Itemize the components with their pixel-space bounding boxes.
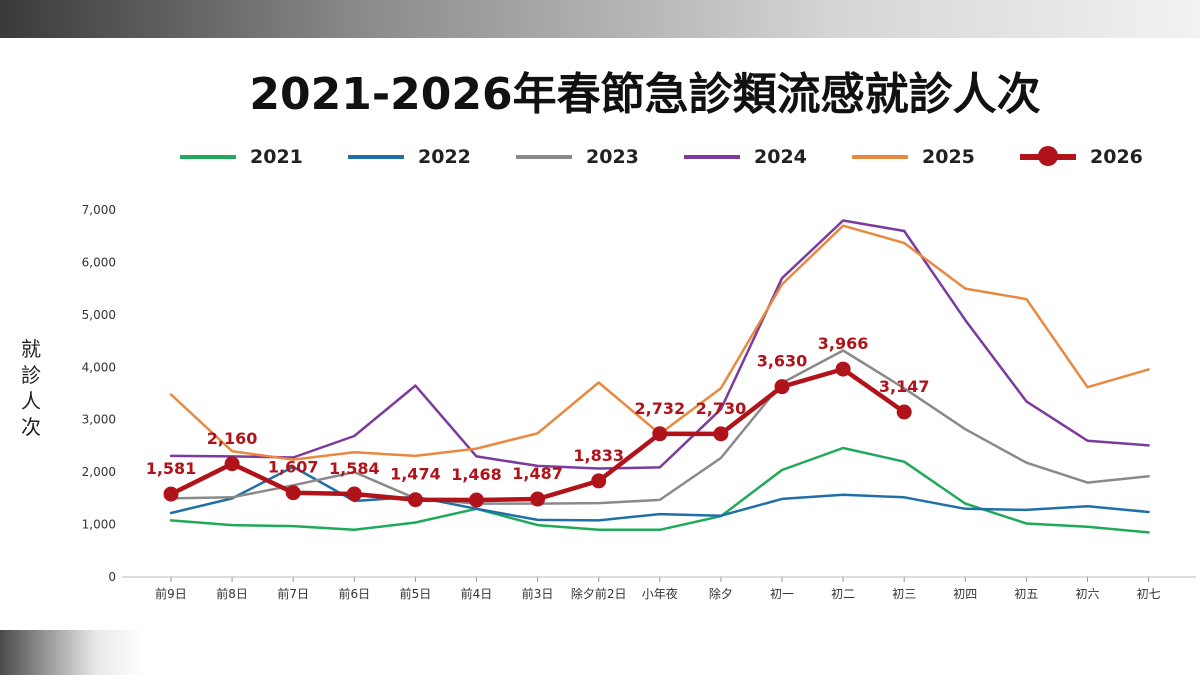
y-tick-label: 1,000 bbox=[82, 518, 116, 532]
series-line-2025 bbox=[169, 224, 1150, 461]
x-tick-label: 初七 bbox=[1137, 587, 1161, 601]
data-point-2026 bbox=[591, 473, 607, 489]
x-tick-label: 前9日 bbox=[155, 586, 187, 601]
data-point-2026 bbox=[346, 486, 362, 502]
data-point-2026 bbox=[407, 492, 423, 508]
x-tick-label: 前8日 bbox=[216, 586, 248, 601]
x-tick-label: 初四 bbox=[953, 587, 977, 601]
y-tick-label: 0 bbox=[108, 570, 116, 584]
data-label-2026: 1,487 bbox=[512, 464, 563, 483]
data-point-2026 bbox=[163, 486, 179, 502]
data-label-2026: 1,584 bbox=[329, 459, 380, 478]
data-point-2026 bbox=[896, 404, 912, 420]
series-line-2024 bbox=[169, 219, 1150, 470]
y-tick-label: 3,000 bbox=[82, 413, 116, 427]
data-label-2026: 1,607 bbox=[268, 458, 319, 477]
legend-swatch bbox=[852, 155, 908, 159]
y-tick-label: 6,000 bbox=[82, 255, 116, 269]
x-tick-label: 初二 bbox=[831, 587, 855, 601]
series-line-2023 bbox=[169, 349, 1150, 505]
chart-title: 2021-2026年春節急診類流感就診人次 bbox=[249, 69, 1041, 120]
y-tick-label: 4,000 bbox=[82, 360, 116, 374]
y-tick-label: 7,000 bbox=[82, 203, 116, 217]
x-tick-label: 初三 bbox=[892, 587, 916, 601]
data-label-2026: 2,160 bbox=[207, 429, 258, 448]
data-label-2026: 1,468 bbox=[451, 465, 502, 484]
legend-label: 2022 bbox=[418, 146, 471, 168]
data-label-2026: 2,732 bbox=[634, 399, 685, 418]
legend-label: 2025 bbox=[922, 146, 975, 168]
data-label-2026: 1,833 bbox=[573, 446, 624, 465]
x-tick-label: 前6日 bbox=[338, 586, 370, 601]
series-line-2022 bbox=[169, 465, 1150, 522]
legend-marker bbox=[1038, 146, 1058, 166]
chart-card bbox=[0, 38, 1200, 630]
legend-swatch bbox=[348, 155, 404, 159]
legend-label: 2023 bbox=[586, 146, 639, 168]
data-label-2026: 1,474 bbox=[390, 465, 441, 484]
legend-swatch bbox=[516, 155, 572, 159]
data-label-2026: 3,966 bbox=[818, 334, 869, 353]
x-tick-label: 前4日 bbox=[461, 586, 493, 601]
legend-label: 2021 bbox=[250, 146, 303, 168]
data-point-2026 bbox=[469, 492, 484, 508]
legend-label: 2026 bbox=[1090, 146, 1143, 168]
data-label-2026: 3,630 bbox=[757, 352, 808, 371]
data-point-2026 bbox=[835, 361, 851, 377]
bottom-background-band bbox=[0, 630, 1200, 675]
y-axis-label: 就診人次 bbox=[21, 337, 41, 439]
x-tick-label: 初六 bbox=[1075, 587, 1099, 601]
data-point-2026 bbox=[285, 485, 301, 501]
x-tick-label: 初一 bbox=[770, 587, 794, 601]
data-point-2026 bbox=[652, 426, 668, 442]
legend-swatch bbox=[684, 155, 740, 159]
x-tick-label: 前5日 bbox=[400, 586, 432, 601]
x-tick-label: 前3日 bbox=[522, 586, 554, 601]
y-tick-label: 5,000 bbox=[82, 308, 116, 322]
x-tick-label: 小年夜 bbox=[642, 586, 678, 601]
x-tick-label: 前7日 bbox=[277, 586, 309, 601]
chart-legend: 2021 2022 2023 2024 2025 2026 bbox=[0, 142, 1200, 172]
data-label-2026: 3,147 bbox=[879, 377, 930, 396]
data-point-2026 bbox=[530, 491, 546, 507]
legend-label: 2024 bbox=[754, 146, 807, 168]
y-tick-label: 2,000 bbox=[82, 465, 116, 479]
data-point-2026 bbox=[774, 379, 790, 395]
top-background-band bbox=[0, 0, 1200, 38]
data-point-2026 bbox=[713, 426, 729, 442]
x-tick-label: 除夕 bbox=[709, 586, 733, 601]
x-tick-label: 初五 bbox=[1014, 587, 1038, 601]
x-tick-label: 除夕前2日 bbox=[571, 586, 627, 601]
data-point-2026 bbox=[224, 456, 240, 472]
data-label-2026: 1,581 bbox=[146, 459, 197, 478]
legend-swatch bbox=[180, 155, 236, 159]
data-label-2026: 2,730 bbox=[696, 399, 747, 418]
